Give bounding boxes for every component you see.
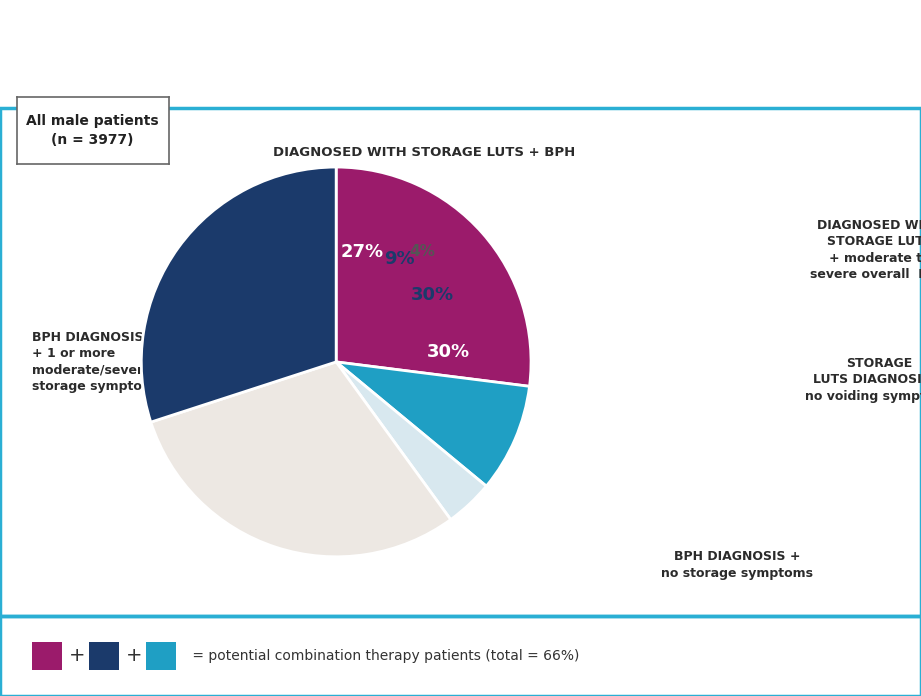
Text: 4%: 4% bbox=[410, 244, 436, 259]
Text: recorded diagnosis and symptoms: recorded diagnosis and symptoms bbox=[17, 74, 408, 94]
Text: BPH DIAGNOSIS +
+ 1 or more
moderate/severe
storage symptom(s): BPH DIAGNOSIS + + 1 or more moderate/sev… bbox=[32, 331, 174, 393]
Text: 30%: 30% bbox=[411, 286, 453, 304]
Text: All male patients
(n = 3977): All male patients (n = 3977) bbox=[26, 113, 159, 148]
Text: 9%: 9% bbox=[384, 250, 414, 268]
Text: +: + bbox=[126, 647, 143, 665]
Text: DIAGNOSED WITH
STORAGE LUTS
+ moderate to
severe overall  IPSS: DIAGNOSED WITH STORAGE LUTS + moderate t… bbox=[810, 219, 921, 281]
Wedge shape bbox=[336, 362, 530, 486]
Text: +: + bbox=[69, 647, 86, 665]
Wedge shape bbox=[151, 362, 450, 557]
FancyBboxPatch shape bbox=[89, 642, 119, 670]
Text: Figure 1: Male LUTS/BPH patient segmentation based on physician-: Figure 1: Male LUTS/BPH patient segmenta… bbox=[17, 31, 787, 51]
FancyBboxPatch shape bbox=[32, 642, 62, 670]
Text: STORAGE
LUTS DIAGNOSIS +
no voiding symptoms: STORAGE LUTS DIAGNOSIS + no voiding symp… bbox=[805, 357, 921, 403]
Wedge shape bbox=[336, 362, 486, 520]
FancyBboxPatch shape bbox=[146, 642, 176, 670]
Text: = potential combination therapy patients (total = 66%): = potential combination therapy patients… bbox=[188, 649, 579, 663]
Text: 30%: 30% bbox=[427, 343, 471, 361]
Wedge shape bbox=[141, 167, 336, 422]
Text: DIAGNOSED WITH STORAGE LUTS + BPH: DIAGNOSED WITH STORAGE LUTS + BPH bbox=[273, 146, 575, 159]
Text: 27%: 27% bbox=[341, 243, 384, 261]
Wedge shape bbox=[336, 167, 531, 386]
Text: BPH DIAGNOSIS +
no storage symptoms: BPH DIAGNOSIS + no storage symptoms bbox=[660, 551, 813, 580]
